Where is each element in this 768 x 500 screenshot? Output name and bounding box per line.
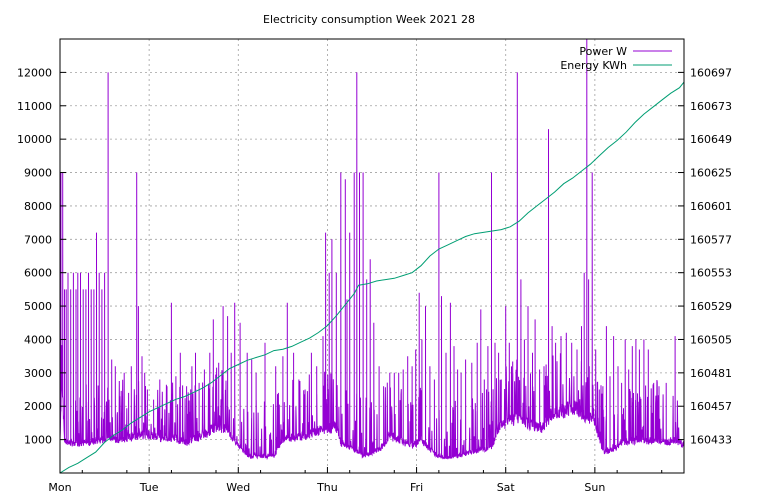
y2-tick-label: 160649 (690, 133, 732, 146)
legend-label-energy: Energy KWh (560, 59, 627, 72)
x-tick-label: Thu (316, 481, 338, 494)
y2-tick-label: 160553 (690, 267, 732, 280)
plot-area (59, 38, 685, 474)
y2-tick-label: 160673 (690, 100, 732, 113)
y2-tick-label: 160697 (690, 66, 732, 79)
y-tick-label: 3000 (24, 367, 52, 380)
legend-label-power: Power W (579, 45, 627, 58)
chart-title: Electricity consumption Week 2021 28 (263, 13, 475, 26)
y-tick-label: 7000 (24, 233, 52, 246)
y-tick-label: 11000 (17, 100, 52, 113)
series-line-power (59, 38, 685, 461)
x-tick-label: Fri (410, 481, 423, 494)
series-line-energy (59, 81, 685, 474)
y-tick-label: 6000 (24, 267, 52, 280)
y2-tick-label: 160433 (690, 434, 732, 447)
y-tick-label: 4000 (24, 333, 52, 346)
y-tick-label: 10000 (17, 133, 52, 146)
y2-tick-label: 160481 (690, 367, 732, 380)
y2-tick-label: 160505 (690, 333, 732, 346)
y-tick-label: 12000 (17, 66, 52, 79)
y2-tick-label: 160625 (690, 167, 732, 180)
y2-tick-label: 160457 (690, 400, 732, 413)
y-tick-label: 5000 (24, 300, 52, 313)
y2-tick-label: 160529 (690, 300, 732, 313)
axis-ticks: 1000 2000 3000 4000 5000 6000 7000 8000 9000 1000… (17, 66, 732, 494)
x-tick-label: Mon (48, 481, 71, 494)
y2-tick-label: 160577 (690, 233, 732, 246)
y-tick-label: 1000 (24, 434, 52, 447)
y-tick-label: 8000 (24, 200, 52, 213)
legend: Power W Energy KWh (560, 45, 672, 72)
x-tick-label: Wed (226, 481, 250, 494)
plot-frame (59, 38, 685, 474)
y-tick-label: 9000 (24, 167, 52, 180)
y-tick-label: 2000 (24, 400, 52, 413)
x-tick-label: Sat (497, 481, 516, 494)
y2-tick-label: 160601 (690, 200, 732, 213)
x-tick-label: Sun (584, 481, 605, 494)
x-tick-label: Tue (139, 481, 159, 494)
